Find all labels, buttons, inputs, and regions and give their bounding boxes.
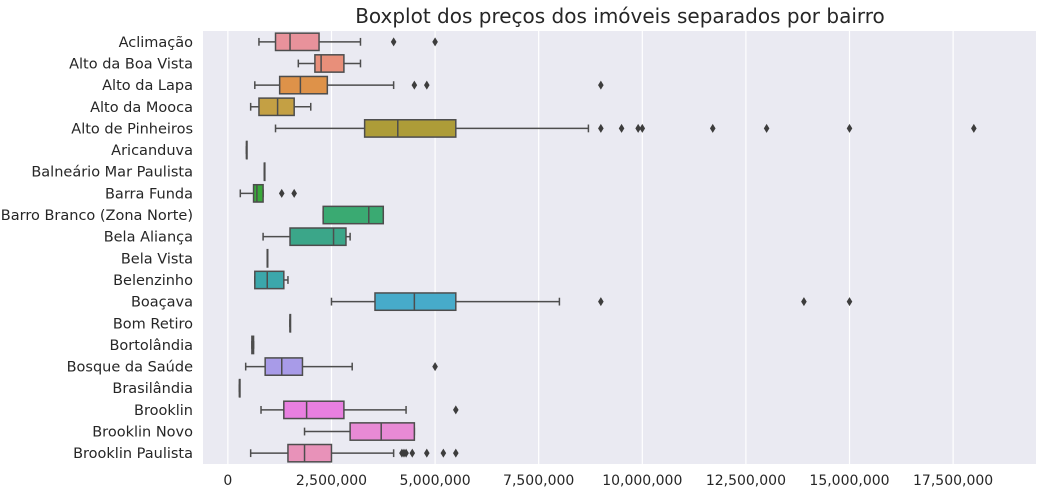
box-group [258, 32, 438, 52]
box-group [239, 183, 297, 203]
y-tick-label: Bortolândia [109, 338, 193, 354]
box-group [260, 400, 459, 420]
y-tick-label: Barra Funda [105, 186, 193, 202]
outlier-point [440, 448, 447, 458]
box [254, 270, 285, 290]
x-tick-label: 17,500,000 [913, 473, 993, 489]
outlier-point [635, 123, 641, 133]
box-group [249, 97, 312, 117]
box [322, 205, 385, 225]
box [314, 54, 345, 73]
y-tick-label: Brasilândia [112, 381, 193, 397]
outlier-point [709, 123, 716, 133]
y-tick-label: Alto da Lapa [102, 78, 193, 94]
outlier-point [453, 405, 459, 415]
outlier-point [846, 123, 853, 133]
y-tick-labels: Aclimação Alto da Boa Vista Alto da Lapa Al… [1, 35, 193, 462]
box-group [251, 335, 255, 355]
outlier-point [598, 123, 604, 133]
y-tick-label: Bela Aliança [104, 230, 193, 246]
outlier-point [432, 362, 438, 372]
outlier-point [801, 297, 807, 307]
x-tick-label: 12,500,000 [706, 473, 786, 489]
box-group [330, 292, 853, 312]
y-tick-label: Balneário Mar Paulista [31, 165, 193, 181]
box [287, 443, 333, 463]
box [258, 97, 295, 117]
x-gridlines [227, 31, 954, 464]
y-tick-label: Bom Retiro [113, 316, 193, 332]
y-tick-label: Alto da Boa Vista [69, 56, 193, 72]
box-group [254, 75, 604, 95]
box [278, 75, 329, 95]
x-tick-label: 15,000,000 [809, 473, 889, 489]
box-group [303, 422, 416, 441]
box-group [245, 140, 248, 160]
y-tick-label: Belenzinho [113, 273, 193, 289]
outlier-point [278, 188, 285, 198]
box-group [274, 119, 977, 138]
box-group [297, 54, 362, 73]
x-tick-label: 7,500,000 [503, 473, 574, 489]
boxes [238, 32, 977, 463]
box-group [249, 443, 459, 463]
y-tick-label: Aricanduva [111, 143, 193, 159]
outlier-point [598, 80, 604, 90]
outlier-point [598, 297, 604, 307]
outlier-point [763, 123, 770, 133]
outlier-point [432, 37, 438, 47]
x-tick-label: 5,000,000 [399, 473, 470, 489]
box [374, 292, 457, 312]
y-tick-label: Brooklin [134, 403, 193, 419]
box [349, 422, 416, 441]
outlier-point [403, 448, 409, 458]
box [274, 32, 320, 52]
box-group [289, 313, 292, 333]
outlier-point [971, 123, 977, 133]
outlier-point [411, 80, 418, 90]
box-group [262, 227, 351, 247]
y-tick-label: Barro Branco (Zona Norte) [1, 208, 193, 224]
x-tick-label: 10,000,000 [602, 473, 682, 489]
plot-area [203, 31, 1036, 464]
y-tick-label: Bela Vista [121, 251, 193, 267]
chart-title: Boxplot dos preços dos imóveis separados… [355, 4, 885, 28]
outlier-point [639, 123, 646, 133]
outlier-point [423, 448, 430, 458]
box [363, 119, 457, 138]
x-tick-labels: 0 2,500,000 5,000,000 7,500,000 10,000,000 12… [223, 473, 993, 489]
outlier-point [390, 37, 397, 47]
box [283, 400, 345, 420]
y-tick-label: Alto da Mooca [90, 100, 193, 116]
outlier-point [846, 297, 853, 307]
outlier-point [618, 123, 625, 133]
box [289, 227, 347, 247]
outlier-point [423, 80, 430, 90]
box-group [266, 248, 269, 268]
y-tick-label: Brooklin Paulista [73, 446, 193, 462]
box-group [263, 162, 266, 182]
outlier-point [409, 448, 416, 458]
y-tick-label: Aclimação [119, 35, 194, 51]
y-tick-label: Alto de Pinheiros [71, 121, 193, 137]
y-tick-label: Brooklin Novo [92, 425, 193, 441]
box-group [244, 357, 438, 376]
x-tick-label: 2,500,000 [296, 473, 367, 489]
y-tick-label: Bosque da Saúde [67, 360, 193, 376]
box-group [254, 270, 289, 290]
box [264, 357, 304, 376]
box-group [322, 205, 385, 225]
y-tick-label: Boaçava [131, 295, 193, 311]
box-group [238, 378, 241, 398]
outlier-point [291, 188, 297, 198]
outlier-point [453, 448, 459, 458]
box [252, 183, 264, 203]
x-tick-label: 0 [223, 473, 232, 489]
